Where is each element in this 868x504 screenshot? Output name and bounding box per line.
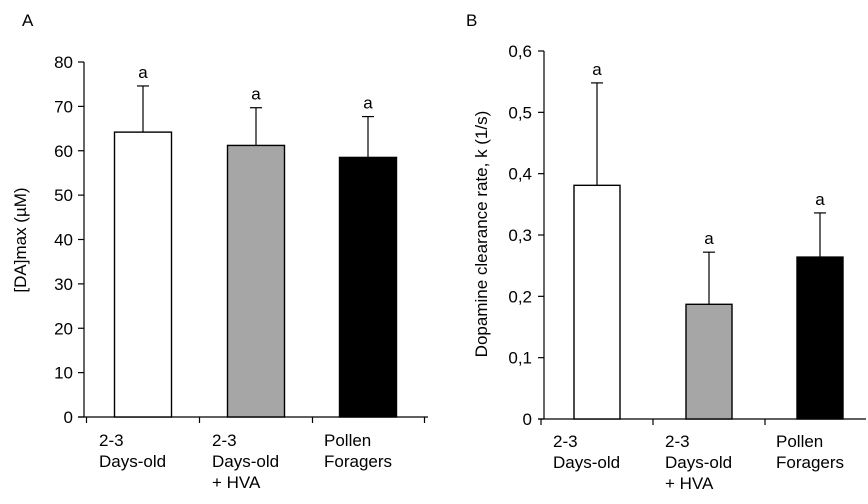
y-tick-label: 80 [54,53,73,72]
x-tick-label: 2-3 Days-old [99,431,166,471]
y-tick-label: 60 [54,142,73,161]
bar [796,256,844,420]
x-tick-label-line: Foragers [324,452,392,471]
x-tick-label: 2-3 Days-old + HVA [665,432,732,493]
significance-label: a [815,190,825,209]
x-tick-label-line: Pollen [324,431,371,450]
x-tick-label-line: + HVA [212,473,261,492]
bar [685,303,733,420]
significance-label: a [363,94,373,113]
y-axis-title: Dopamine clearance rate, k (1/s) [472,111,491,358]
x-tick-label-line: 2-3 [99,431,124,450]
x-tick-label-line: Pollen [776,432,823,451]
x-tick-label-line: + HVA [665,474,714,493]
panel-label: A [22,11,34,30]
chart-panel-b: B Dopamine clearance rate, k (1/s) 0 0,1 0,2… [466,11,866,493]
y-tick-label: 50 [54,186,73,205]
bar [226,144,286,418]
y-tick-label: 0 [64,408,73,427]
bar [338,156,398,418]
x-tick-label: Pollen Foragers [324,431,392,471]
significance-label: a [251,85,261,104]
y-tick-label: 30 [54,275,73,294]
y-tick-label: 0,3 [508,226,532,245]
significance-label: a [704,229,714,248]
x-tick-label-line: Days-old [553,453,620,472]
x-tick-label-line: 2-3 [665,432,690,451]
bar [573,184,621,420]
x-tick-label: Pollen Foragers [776,432,844,472]
significance-label: a [138,63,148,82]
x-tick-label: 2-3 Days-old + HVA [212,431,279,492]
x-tick-label-line: 2-3 [212,431,237,450]
x-tick-label-line: Days-old [212,452,279,471]
y-tick-label: 70 [54,97,73,116]
chart-panel-a: A [DA]max (µM) 0 10 20 30 40 50 60 70 80 a 2-3 Days-o… [11,11,428,492]
y-tick-label: 40 [54,231,73,250]
y-tick-label: 0,1 [508,349,532,368]
panel-label: B [466,11,477,30]
y-tick-label: 0,5 [508,103,532,122]
x-tick-label: 2-3 Days-old [553,432,620,472]
y-tick-label: 0,4 [508,165,532,184]
y-tick-label: 20 [54,319,73,338]
y-tick-label: 10 [54,364,73,383]
y-tick-label: 0,6 [508,42,532,61]
x-tick-label-line: Days-old [99,452,166,471]
x-tick-label-line: 2-3 [553,432,578,451]
x-tick-label-line: Days-old [665,453,732,472]
x-tick-label-line: Foragers [776,453,844,472]
y-tick-label: 0 [523,410,532,429]
bar [113,131,173,418]
significance-label: a [592,60,602,79]
y-tick-label: 0,2 [508,287,532,306]
y-axis-title: [DA]max (µM) [11,187,30,292]
